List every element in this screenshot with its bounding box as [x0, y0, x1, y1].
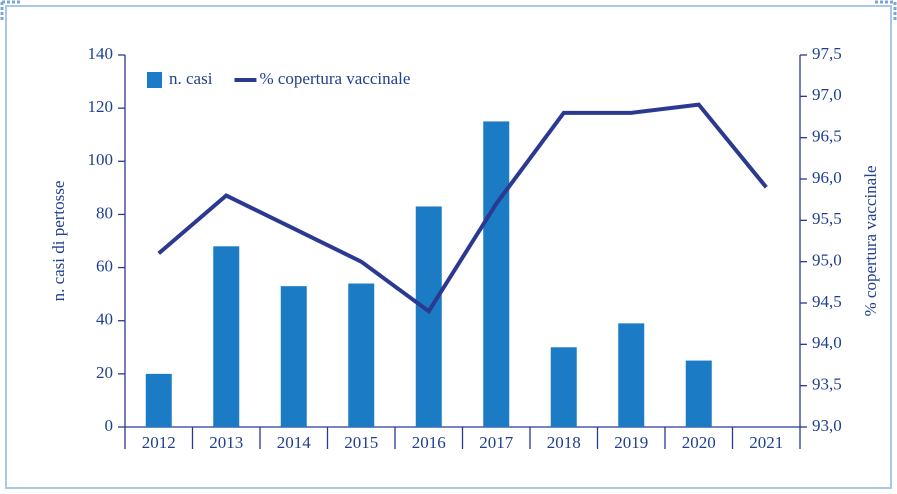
legend-label: % copertura vaccinale: [259, 69, 410, 88]
x-tick-label: 2014: [277, 433, 312, 452]
y-tick-label: 120: [88, 97, 114, 116]
y2-axis-label: % copertura vaccinale: [861, 165, 880, 316]
x-tick-label: 2013: [209, 433, 243, 452]
bar: [618, 323, 645, 427]
bar: [550, 347, 577, 427]
x-tick-label: 2017: [479, 433, 514, 452]
x-tick-label: 2019: [614, 433, 648, 452]
y2-tick-label: 93,0: [812, 416, 842, 435]
y2-tick-label: 95,5: [812, 209, 842, 228]
line: [157, 102, 768, 315]
y2-tick-label: 97,5: [812, 44, 842, 63]
bar: [213, 246, 240, 427]
x-tick-label: 2012: [142, 433, 176, 452]
y2-tick-label: 93,5: [812, 375, 842, 394]
legend-swatch: [147, 72, 162, 88]
y2-tick-label: 97,0: [812, 85, 842, 104]
x-tick-label: 2020: [682, 433, 716, 452]
y2-tick-label: 96,5: [812, 127, 842, 146]
bar: [415, 206, 442, 427]
y2-tick-label: 94,0: [812, 333, 842, 352]
legend-label: n. casi: [169, 69, 213, 88]
bar: [483, 121, 510, 427]
bar: [280, 286, 307, 427]
corner: [0, 0, 22, 22]
x-tick-label: 2015: [344, 433, 378, 452]
y-tick-label: 40: [96, 310, 113, 329]
y2-tick-label: 96,0: [812, 168, 842, 187]
y2-tick-label: 94,5: [812, 292, 842, 311]
y-tick-label: 140: [88, 44, 114, 63]
y-axis-label: n. casi di pertosse: [49, 181, 68, 302]
y-tick-label: 0: [105, 416, 114, 435]
y-tick-label: 100: [88, 150, 114, 169]
y-tick-label: 80: [96, 203, 113, 222]
bar: [145, 373, 172, 427]
corner: [875, 0, 897, 22]
x-tick-label: 2016: [412, 433, 446, 452]
y-tick-label: 20: [96, 363, 113, 382]
frame: [5, 5, 892, 489]
bar: [348, 283, 375, 427]
x-tick-label: 2021: [749, 433, 783, 452]
y2-tick-label: 95,0: [812, 251, 842, 270]
y-tick-label: 60: [96, 256, 113, 275]
bar: [685, 360, 712, 427]
x-tick-label: 2018: [547, 433, 581, 452]
